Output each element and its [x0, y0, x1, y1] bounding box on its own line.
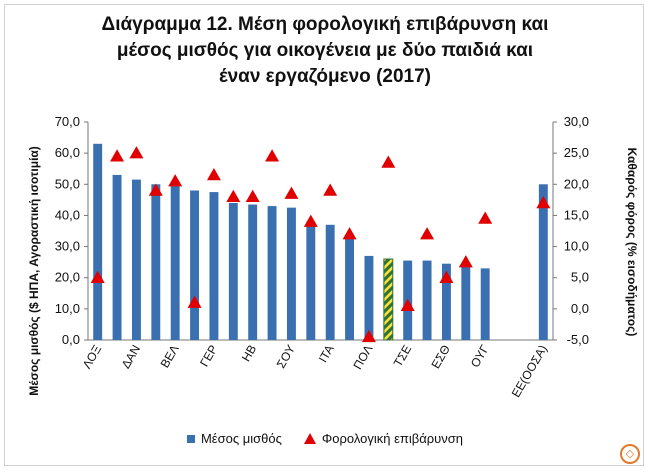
axes-group: [84, 121, 557, 341]
legend-bar-swatch: [186, 434, 195, 443]
marker-tax-burden: [148, 183, 163, 196]
legend-label-wage: Μέσος μισθός: [200, 431, 282, 446]
chart-title: Διάγραμμα 12. Μέση φορολογική επιβάρυνση…: [0, 12, 650, 90]
bar-mean-wage: [364, 255, 374, 340]
x-category-label: ΗΒ: [239, 343, 259, 364]
y-left-tick-label: 60,0: [55, 145, 80, 160]
marker-tax-burden: [303, 214, 318, 227]
y-right-tick-label: 0,0: [571, 301, 589, 316]
x-category-label: ΛΟΞ: [80, 342, 105, 371]
legend: Μέσος μισθός Φορολογική επιβάρυνση: [0, 431, 650, 446]
marker-tax-burden: [226, 189, 241, 202]
x-category-label: ΔΑΝ: [119, 343, 143, 371]
marker-tax-burden: [206, 167, 221, 181]
marker-tax-burden: [284, 186, 299, 199]
chart-frame: [4, 4, 644, 466]
x-category-label: ΟΥΓ: [468, 342, 492, 370]
marker-tax-burden: [342, 227, 357, 240]
marker-tax-burden: [400, 298, 415, 311]
bar-mean-wage: [286, 207, 296, 340]
bar-mean-wage: [228, 202, 238, 340]
bar-mean-wage: [422, 260, 432, 340]
bar-mean-wage: [190, 190, 200, 340]
x-category-label: ΤΣΕ: [391, 343, 415, 370]
marker-tax-burden: [381, 155, 396, 168]
y-axis-left-title: Μέσος μισθός ($ ΗΠΑ, Αγοραστική ισοτιμία…: [27, 146, 41, 396]
y-left-tick-label: 0,0: [62, 332, 80, 347]
x-category-label: ΕΣΘ: [429, 343, 454, 371]
y-right-tick-label: 20,0: [564, 176, 589, 191]
bar-mean-wage: [480, 268, 490, 340]
bar-mean-wage: [441, 263, 451, 340]
bar-mean-wage: [170, 184, 180, 340]
x-category-label: ΠΟΛ: [351, 343, 376, 372]
y-left-tick-label: 70,0: [55, 114, 80, 129]
marker-tax-burden: [420, 227, 435, 240]
bar-mean-wage: [131, 179, 141, 340]
marker-tax-burden: [129, 146, 144, 159]
y-right-tick-label: 15,0: [564, 207, 589, 222]
markers-group: [90, 146, 551, 343]
y-right-tick-label: 25,0: [564, 145, 589, 160]
chart-title-line-3: έναν εργαζόμενο (2017): [219, 66, 431, 87]
bars-group: [93, 143, 548, 341]
x-category-label: ΙΤΑ: [316, 343, 337, 365]
chart-title-line-1: Διάγραμμα 12. Μέση φορολογική επιβάρυνση…: [101, 14, 549, 35]
x-category-label: ΓΕΡ: [197, 343, 220, 370]
marker-tax-burden: [265, 149, 280, 162]
y-left-tick-label: 40,0: [55, 207, 80, 222]
bar-mean-wage: [267, 206, 277, 340]
marker-tax-burden: [187, 295, 202, 308]
y-right-tick-label: -5,0: [567, 332, 589, 347]
y-left-tick-label: 10,0: [55, 301, 80, 316]
bar-mean-wage: [461, 266, 471, 340]
legend-item-wage: Μέσος μισθός: [186, 431, 282, 446]
bar-mean-wage: [325, 224, 335, 340]
y-axis-right-title: Καθαρός φόρος (% εισοδήματος): [625, 148, 639, 337]
bar-mean-wage: [93, 143, 103, 340]
y-right-tick-label: 30,0: [564, 114, 589, 129]
bar-mean-wage: [538, 184, 548, 340]
bar-mean-wage: [306, 221, 316, 340]
x-category-label: ΣΟΥ: [274, 343, 298, 371]
y-right-tick-label: 5,0: [571, 270, 589, 285]
marker-tax-burden: [168, 174, 183, 187]
legend-triangle-swatch: [303, 433, 316, 444]
marker-tax-burden: [110, 149, 125, 162]
y-right-tick-label: 10,0: [564, 239, 589, 254]
marker-tax-burden: [458, 255, 473, 268]
bar-mean-wage: [151, 184, 161, 340]
y-left-tick-label: 20,0: [55, 270, 80, 285]
x-category-label: ΒΕΛ: [158, 343, 182, 371]
marker-tax-burden: [90, 270, 105, 283]
legend-item-tax: Φορολογική επιβάρυνση: [303, 431, 464, 446]
bar-mean-wage: [112, 174, 122, 340]
marker-tax-burden: [439, 270, 454, 283]
x-category-label: ΕΕ(ΟΟΣΑ): [509, 343, 550, 400]
marker-tax-burden: [536, 195, 551, 209]
triangle-diamond-logo-icon: ◇: [620, 444, 640, 464]
bar-mean-wage: [383, 258, 394, 341]
bar-mean-wage: [248, 204, 258, 340]
legend-label-tax: Φορολογική επιβάρυνση: [321, 431, 464, 446]
chart-title-line-2: μέσος μισθός για οικογένεια με δύο παιδι…: [116, 40, 534, 61]
marker-tax-burden: [478, 211, 493, 224]
marker-tax-burden: [245, 189, 260, 202]
y-left-tick-label: 50,0: [55, 176, 80, 191]
bar-mean-wage: [209, 192, 219, 340]
marker-tax-burden: [361, 329, 376, 343]
y-left-tick-label: 30,0: [55, 239, 80, 254]
marker-tax-burden: [323, 183, 338, 196]
bar-mean-wage: [345, 235, 355, 340]
